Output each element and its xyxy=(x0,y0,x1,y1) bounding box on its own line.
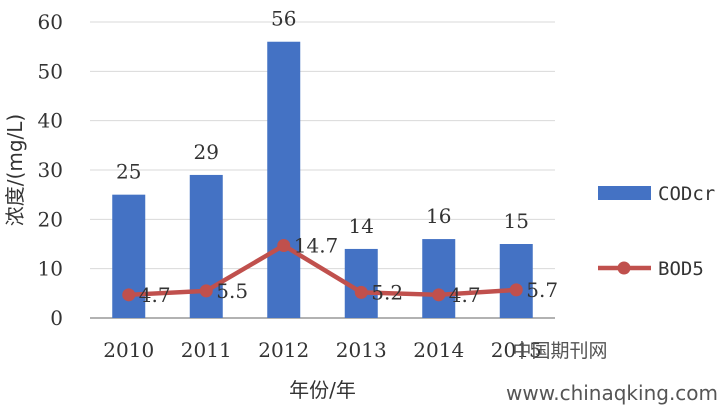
bod5-data-labels: 4.7 5.5 14.7 5.2 4.7 5.7 xyxy=(139,233,558,306)
legend: CODcr BOD5 xyxy=(598,183,715,280)
codcr-data-labels: 25 29 56 14 16 15 xyxy=(116,7,529,238)
bod5-data-label: 5.2 xyxy=(371,280,403,304)
bod5-line xyxy=(128,243,517,298)
codcr-bars xyxy=(112,41,533,318)
codcr-data-label: 15 xyxy=(504,209,529,233)
y-tick-label: 20 xyxy=(38,207,63,231)
codcr-data-label: 14 xyxy=(349,214,374,238)
x-tick-label: 2014 xyxy=(413,338,464,362)
bod5-data-label: 5.5 xyxy=(216,279,248,303)
bod5-data-label: 5.7 xyxy=(526,278,558,302)
watermark-url-text: www.chinaqking.com xyxy=(506,381,718,405)
bod5-data-label: 4.7 xyxy=(449,283,481,307)
codcr-bar xyxy=(499,244,533,318)
watermark-logo-text: 中国期刊网 xyxy=(512,340,607,362)
bod5-point xyxy=(509,283,523,297)
bod5-point xyxy=(432,288,446,302)
bod5-data-label: 14.7 xyxy=(294,233,339,257)
y-tick-label: 50 xyxy=(38,59,63,83)
x-tick-label: 2010 xyxy=(103,338,154,362)
bod5-points xyxy=(122,238,523,302)
legend-codcr-swatch xyxy=(598,186,651,200)
y-tick-label: 0 xyxy=(50,306,63,330)
y-axis-label: 浓度/(mg/L) xyxy=(3,114,27,226)
bod5-data-label: 4.7 xyxy=(139,283,171,307)
x-tick-labels: 2010 2011 2012 2013 2014 2015 xyxy=(103,338,541,362)
bod5-point xyxy=(277,238,291,252)
x-tick-label: 2011 xyxy=(181,338,232,362)
x-tick-label: 2013 xyxy=(336,338,387,362)
y-tick-label: 10 xyxy=(38,257,63,281)
x-axis-label: 年份/年 xyxy=(289,378,356,402)
bod5-point xyxy=(199,284,213,298)
legend-bod5-marker xyxy=(617,261,631,275)
x-tick-label: 2012 xyxy=(258,338,309,362)
bod5-point xyxy=(354,285,368,299)
y-tick-labels: 0 10 20 30 40 50 60 xyxy=(38,10,63,330)
legend-codcr-label: CODcr xyxy=(658,183,715,205)
codcr-data-label: 29 xyxy=(194,140,219,164)
codcr-data-label: 16 xyxy=(426,204,451,228)
y-tick-label: 30 xyxy=(38,158,63,182)
x-tick-label: 2015 xyxy=(491,338,542,362)
codcr-bar xyxy=(267,41,301,318)
legend-bod5-label: BOD5 xyxy=(658,258,704,280)
codcr-bar xyxy=(422,239,456,318)
codcr-data-label: 56 xyxy=(271,7,296,31)
bod5-point xyxy=(122,288,136,302)
y-tick-label: 60 xyxy=(38,10,63,34)
codcr-data-label: 25 xyxy=(116,160,141,184)
gridlines xyxy=(90,21,555,270)
y-tick-label: 40 xyxy=(38,109,63,133)
